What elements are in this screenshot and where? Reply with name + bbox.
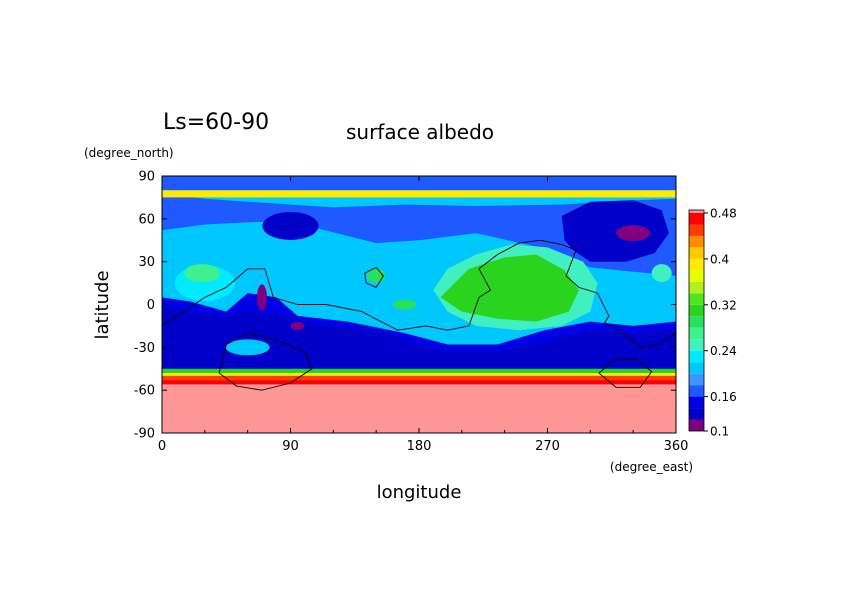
south-dark-band (162, 307, 676, 368)
colorbar-cell (689, 362, 704, 374)
x-tick-label: 0 (158, 439, 166, 454)
lat-band-1 (162, 190, 676, 198)
west-bright-patch (183, 264, 220, 283)
colorbar-tick-label: 0.16 (710, 390, 737, 404)
x-axis: 0 90 180 270 360 (158, 176, 689, 454)
colorbar-cell (689, 247, 704, 259)
y-tick-label: -30 (134, 341, 155, 356)
y-tick-label: 90 (138, 170, 155, 185)
colorbar-cell (689, 270, 704, 282)
lat-band-2 (162, 368, 676, 374)
ne-minimum (616, 225, 651, 242)
colorbar-tick-label: 0.48 (710, 207, 737, 221)
hellas-light (225, 339, 270, 356)
y-axis: 90 60 30 0 -30 -60 -90 (134, 170, 676, 442)
x-tick-label: 180 (407, 439, 432, 454)
lat-band-5 (162, 380, 676, 385)
chart-title: surface albedo (346, 120, 494, 144)
dark-minimum-2 (290, 321, 305, 330)
colorbar-cell (689, 350, 704, 363)
y-tick-label: -60 (134, 384, 155, 399)
x-units-label: (degree_east) (610, 460, 693, 474)
colorbar-tick-label: 0.1 (710, 425, 729, 439)
ne-low-albedo (561, 200, 669, 262)
colorbar-cell (689, 419, 704, 431)
colorbar-tick-label: 0.32 (710, 298, 737, 312)
topography-contours (162, 239, 676, 391)
east-light-patch (651, 264, 672, 283)
contour-elysium (364, 266, 384, 288)
equator-bright-patch (392, 299, 417, 310)
y-tick-label: 30 (138, 255, 155, 270)
y-axis-title: latitude (92, 270, 113, 339)
colorbar-cell (689, 281, 704, 294)
small-bright-patch (367, 268, 386, 283)
colorbar-cell (689, 210, 704, 213)
colorbar-cell (689, 224, 704, 236)
colorbar-tick-label: 0.24 (710, 344, 737, 358)
colorbar-cell (689, 258, 704, 271)
y-tick-label: 0 (147, 298, 155, 313)
colorbar-tick-label: 0.4 (710, 252, 729, 266)
x-tick-label: 360 (664, 439, 689, 454)
y-tick-label: -90 (134, 427, 155, 442)
colorbar-cell (689, 396, 704, 409)
colorbar-frame (688, 209, 705, 432)
x-tick-label: 270 (535, 439, 560, 454)
x-axis-title: longitude (377, 482, 462, 503)
colorbar-cell (689, 316, 704, 328)
colorbar-cell (689, 385, 704, 397)
x-tick-label: 90 (282, 439, 299, 454)
season-label: Ls=60-90 (163, 110, 269, 135)
tharsis-bright (440, 254, 579, 322)
y-units-label: (degree_north) (84, 146, 174, 160)
colorbar: 0.1 0.16 0.24 0.32 0.4 0.48 (688, 207, 737, 439)
lat-band-4 (162, 375, 676, 381)
contour-argyre (598, 358, 653, 388)
lat-band-6 (162, 384, 676, 433)
nw-low-albedo (262, 211, 319, 240)
colorbar-cell (689, 327, 704, 340)
colorbar-cell (689, 293, 704, 305)
colorbar-cell (689, 304, 704, 317)
contour-dichotomy (162, 239, 676, 348)
lat-band-3 (162, 373, 676, 376)
albedo-field (162, 176, 676, 433)
contour-hellas (218, 332, 313, 391)
colorbar-cell (689, 213, 704, 225)
colorbar-cell (689, 408, 704, 420)
dark-minimum (256, 284, 267, 311)
colorbar-cell (689, 373, 704, 386)
colorbar-cell (689, 339, 704, 351)
colorbar-cell (689, 235, 704, 248)
y-tick-label: 60 (138, 212, 155, 227)
